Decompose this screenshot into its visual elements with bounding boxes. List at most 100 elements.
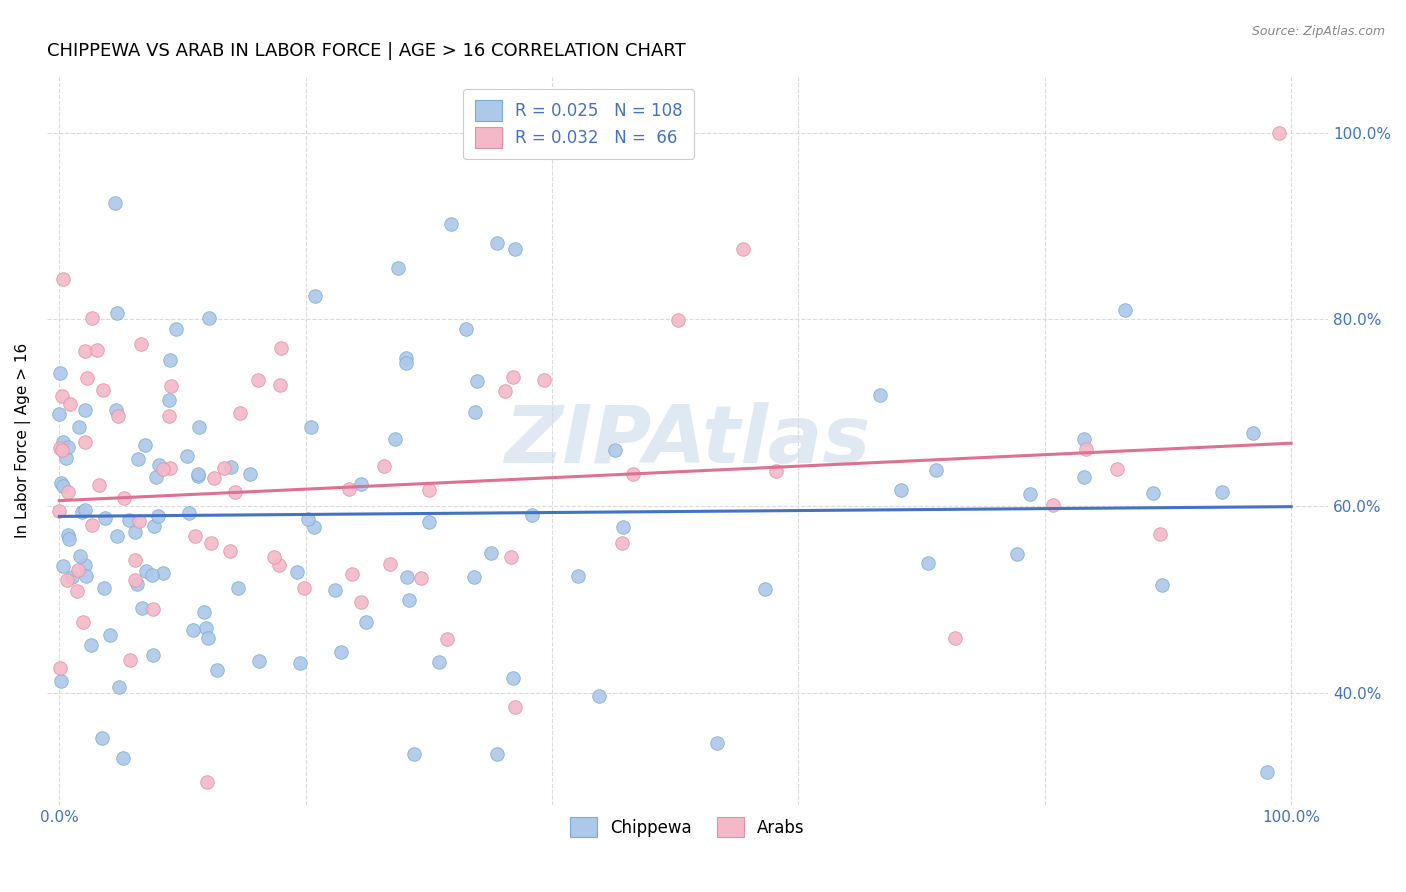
Point	[440, 217, 463, 231]
Point	[48, 366, 70, 380]
Point	[219, 460, 242, 475]
Point	[226, 582, 249, 596]
Point	[56, 440, 79, 454]
Point	[765, 464, 787, 478]
Point	[285, 565, 308, 579]
Point	[1105, 461, 1128, 475]
Text: CHIPPEWA VS ARAB IN LABOR FORCE | AGE > 16 CORRELATION CHART: CHIPPEWA VS ARAB IN LABOR FORCE | AGE > …	[46, 42, 686, 60]
Point	[396, 570, 419, 584]
Point	[502, 369, 524, 384]
Point	[135, 564, 157, 578]
Point	[418, 515, 440, 529]
Point	[105, 403, 128, 417]
Point	[124, 574, 146, 588]
Point	[195, 774, 218, 789]
Point	[567, 569, 589, 583]
Point	[754, 582, 776, 596]
Point	[148, 458, 170, 472]
Point	[131, 600, 153, 615]
Point	[55, 574, 77, 588]
Point	[73, 502, 96, 516]
Point	[666, 313, 689, 327]
Point	[319, 807, 342, 822]
Point	[402, 747, 425, 761]
Point	[588, 689, 610, 703]
Point	[73, 558, 96, 572]
Point	[299, 420, 322, 434]
Point	[612, 536, 634, 550]
Point	[142, 519, 165, 533]
Point	[297, 512, 319, 526]
Point	[384, 432, 406, 446]
Point	[131, 337, 153, 351]
Point	[67, 420, 90, 434]
Point	[118, 513, 141, 527]
Point	[55, 450, 77, 465]
Point	[157, 409, 180, 423]
Point	[479, 546, 502, 560]
Point	[128, 514, 150, 528]
Point	[176, 449, 198, 463]
Point	[387, 260, 409, 275]
Point	[75, 435, 97, 450]
Point	[197, 631, 219, 645]
Point	[246, 373, 269, 387]
Point	[69, 549, 91, 563]
Point	[429, 655, 451, 669]
Point	[181, 624, 204, 638]
Point	[51, 389, 73, 403]
Point	[499, 550, 522, 565]
Point	[90, 731, 112, 746]
Point	[94, 511, 117, 525]
Point	[304, 288, 326, 302]
Point	[1073, 470, 1095, 484]
Point	[1142, 486, 1164, 500]
Point	[200, 536, 222, 550]
Point	[1211, 484, 1233, 499]
Point	[621, 467, 644, 481]
Point	[1042, 498, 1064, 512]
Point	[56, 527, 79, 541]
Point	[1152, 578, 1174, 592]
Point	[340, 567, 363, 582]
Point	[80, 518, 103, 533]
Point	[502, 671, 524, 685]
Point	[924, 462, 946, 476]
Point	[49, 441, 72, 455]
Point	[52, 272, 75, 286]
Point	[378, 557, 401, 571]
Point	[1241, 425, 1264, 440]
Point	[93, 581, 115, 595]
Point	[465, 374, 488, 388]
Point	[193, 605, 215, 619]
Point	[202, 471, 225, 485]
Point	[86, 343, 108, 357]
Point	[731, 243, 754, 257]
Point	[464, 405, 486, 419]
Point	[48, 407, 70, 421]
Point	[188, 419, 211, 434]
Point	[187, 467, 209, 482]
Point	[108, 680, 131, 694]
Point	[103, 196, 125, 211]
Point	[195, 621, 218, 635]
Point	[1114, 303, 1136, 318]
Point	[160, 378, 183, 392]
Point	[229, 406, 252, 420]
Point	[373, 459, 395, 474]
Point	[66, 563, 89, 577]
Y-axis label: In Labor Force | Age > 16: In Labor Force | Age > 16	[15, 343, 31, 539]
Point	[520, 508, 543, 523]
Point	[503, 700, 526, 714]
Point	[304, 520, 326, 534]
Point	[125, 577, 148, 591]
Point	[91, 383, 114, 397]
Point	[205, 663, 228, 677]
Point	[1076, 442, 1098, 456]
Point	[395, 351, 418, 365]
Point	[269, 378, 291, 392]
Point	[184, 528, 207, 542]
Point	[76, 371, 98, 385]
Point	[80, 311, 103, 326]
Point	[159, 460, 181, 475]
